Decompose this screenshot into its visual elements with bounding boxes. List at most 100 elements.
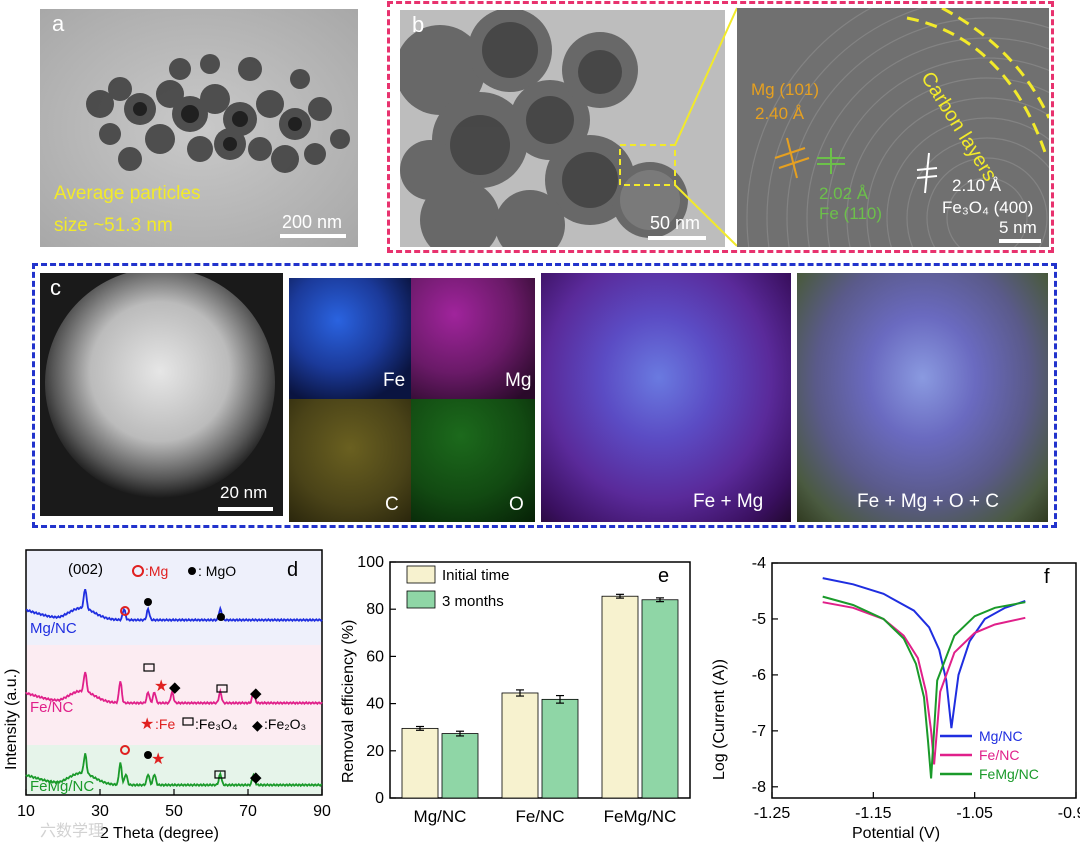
chart-d-legend-mgo: : MgO <box>198 563 236 579</box>
chart-d-xtick-label: 50 <box>165 803 183 820</box>
chart-f-legend-mgnc: Mg/NC <box>979 728 1023 744</box>
chart-f-curves <box>822 577 1026 779</box>
xrd-curve-femgnc <box>25 753 323 788</box>
chart-e-ytick-label: 0 <box>375 790 384 807</box>
panel-b-left-particles <box>400 10 725 247</box>
mgo-marker <box>217 613 225 621</box>
chart-e-ytick-label: 80 <box>366 601 384 618</box>
chart-f-legend-fenc: Fe/NC <box>979 747 1019 763</box>
chart-d-legend-mg-icon <box>132 565 144 577</box>
panel-a-scale-bar-label: 200 nm <box>282 212 343 232</box>
chart-f-ylabel: Log (Current (A)) <box>711 659 728 780</box>
chart-f-tafel: -1.25 -1.15 -1.05 -0.95 -4 -5 -6 -7 -8 f Mg/NC F… <box>711 555 1080 842</box>
panel-b-zoom-box <box>619 144 676 186</box>
chart-e-legend-3months: 3 months <box>442 593 504 610</box>
panel-b-frame <box>387 1 1054 253</box>
chart-e-bar-fenc-1 <box>541 698 579 799</box>
chart-f-ytick-label: -8 <box>752 779 766 796</box>
panel-a-tem-image: a Average particles size ~51.3 nm 200 nm <box>40 9 358 247</box>
panel-a-particles <box>40 9 358 247</box>
panel-b-hrtem-lattice <box>737 8 1049 247</box>
chart-e-ytick-label: 100 <box>357 554 384 571</box>
mgo-marker <box>144 751 152 759</box>
panel-b-fe3o4-label-2: Fe₃O₄ (400) <box>942 198 1034 217</box>
chart-f-xtick-label: -1.25 <box>754 805 791 822</box>
chart-e-ytick-label: 40 <box>366 696 384 713</box>
mgo-marker <box>144 598 152 606</box>
fe3o4-marker <box>143 663 155 672</box>
chart-d-legend-mgo-icon <box>188 567 196 575</box>
fe3o4-marker <box>216 684 228 693</box>
chart-d-series-label-mgnc: Mg/NC <box>30 620 77 637</box>
tafel-curve-femgnc <box>822 595 1026 779</box>
chart-d-legend-fe-icon: ★ <box>140 716 154 733</box>
mg-marker <box>120 745 130 755</box>
panel-c-haadf-image: c 20 nm <box>40 273 283 516</box>
fe2o3-marker: ◆ <box>169 679 181 696</box>
chart-d-legend-fe3o4-icon <box>182 717 194 726</box>
chart-d-xtick-label: 30 <box>91 803 109 820</box>
chart-d-ylabel: Intensity (a.u.) <box>3 669 20 770</box>
panel-c-map-fe: Fe <box>289 278 411 399</box>
chart-f-xlabel: Potential (V) <box>852 825 940 842</box>
panel-b-fe3o4-label-1: 2.10 Å <box>952 176 1002 195</box>
panel-a-scale-bar-line <box>280 234 346 238</box>
chart-d-xlabel: 2 Theta (degree) <box>100 825 219 842</box>
panel-c-map-mg: Mg <box>411 278 535 399</box>
chart-d-legend-fe3o4: :Fe₃O₄ <box>195 716 238 732</box>
chart-e-bar-mgnc-0 <box>401 727 439 799</box>
panel-c-frame <box>32 263 1057 528</box>
panel-a-letter: a <box>52 11 65 36</box>
panel-c-map-o: O <box>411 399 535 522</box>
chart-e-ytick-label: 60 <box>366 648 384 665</box>
chart-f-legend-femgnc: FeMg/NC <box>979 766 1039 782</box>
panel-c-map-mg-label: Mg <box>505 370 532 391</box>
chart-d-xtick-label: 10 <box>17 803 35 820</box>
chart-e-bar-femgnc-0 <box>601 595 639 799</box>
panel-c-overlay-fe-mg-label: Fe + Mg <box>693 491 764 512</box>
chart-d-legend-fe2o3: :Fe₂O₃ <box>264 716 306 732</box>
panel-b-left-scale-bar-line <box>648 236 706 240</box>
panel-c-map-fe-label: Fe <box>383 370 406 391</box>
panel-b-tem-image-left: b 50 nm <box>400 10 725 247</box>
panel-c-haadf-particle <box>45 273 275 511</box>
fe2o3-marker: ◆ <box>250 769 262 786</box>
chart-f-xtick-label: -1.05 <box>956 805 993 822</box>
chart-d-series-label-fenc: Fe/NC <box>30 699 74 716</box>
xrd-curve-mgnc <box>25 588 323 623</box>
watermark: 六数学理 <box>40 823 105 840</box>
panel-c-map-c: C <box>289 399 411 522</box>
panel-c-overlay-fe-mg: Fe + Mg <box>541 273 791 522</box>
chart-d-legend-fe: :Fe <box>155 716 175 732</box>
chart-e-ylabel: Removal efficiency (%) <box>340 620 357 783</box>
panel-b-right-scale-bar-line <box>999 239 1041 243</box>
xrd-curve-fenc <box>25 671 323 706</box>
chart-d-legend-fe2o3-icon: ◆ <box>252 717 263 733</box>
panel-c-overlay-all-label: Fe + Mg + O + C <box>857 491 1000 512</box>
panel-c-scale-bar-line <box>218 507 273 511</box>
panel-b-hrtem-image: Carbon layers Mg (101) 2.40 Å 2.02 Å Fe … <box>737 8 1049 247</box>
chart-d-series-label-femgnc: FeMg/NC <box>30 778 94 795</box>
panel-b-mg-label-2: 2.40 Å <box>755 104 805 123</box>
panel-b-mg-label-1: Mg (101) <box>751 80 820 99</box>
panel-a-caption-line1: Average particles <box>54 183 201 204</box>
chart-e-bar-fenc-0 <box>501 692 539 799</box>
chart-f-ytick-label: -5 <box>752 611 766 628</box>
fe2o3-marker: ◆ <box>250 685 262 702</box>
chart-e-category-label: FeMg/NC <box>604 807 677 826</box>
chart-e-ytick-label: 20 <box>366 743 384 760</box>
panel-c-map-o-label: O <box>509 494 524 515</box>
chart-e-bar: 0 20 40 60 80 100 Mg/NC Fe/NC FeMg/NC Initial t… <box>340 554 691 826</box>
chart-e-category-label: Fe/NC <box>515 807 564 826</box>
panel-b-zoom-lines <box>674 7 738 247</box>
chart-d-peak-002-label: (002) <box>68 561 103 578</box>
panel-b-fe-label-1: 2.02 Å <box>819 184 869 203</box>
chart-e-bar-femgnc-1 <box>641 599 679 799</box>
fe3o4-marker <box>214 770 226 779</box>
mg-marker <box>120 606 130 616</box>
chart-f-xtick-label: -0.95 <box>1058 805 1080 822</box>
chart-e-letter: e <box>658 565 669 587</box>
chart-d-xtick-label: 90 <box>313 803 331 820</box>
panel-b-fe-label-2: Fe (110) <box>819 204 882 223</box>
fe-marker: ★ <box>151 751 165 768</box>
